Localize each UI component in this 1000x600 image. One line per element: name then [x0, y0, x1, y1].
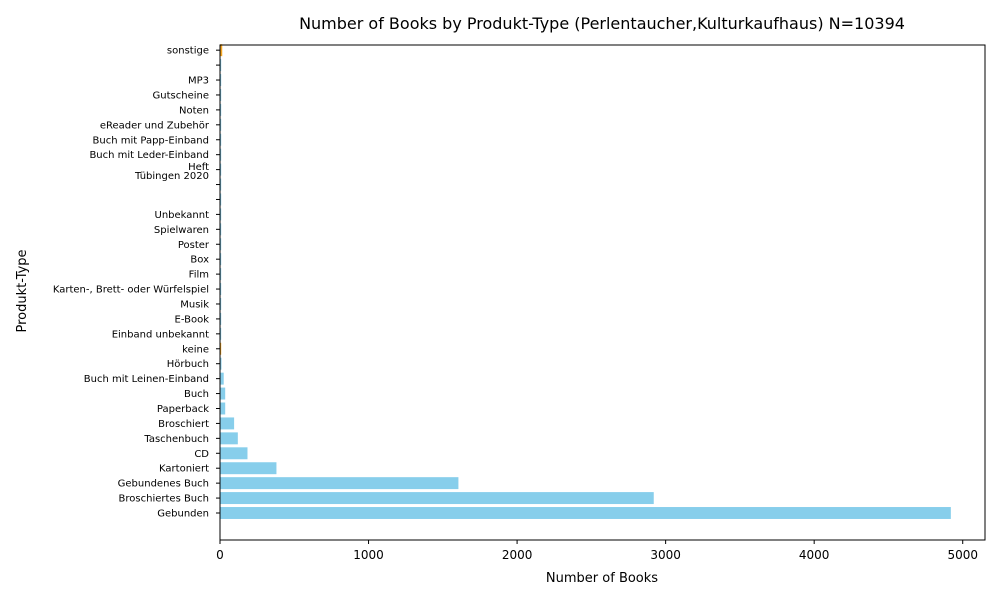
chart-title: Number of Books by Produkt-Type (Perlent… — [299, 14, 905, 33]
x-tick-label: 1000 — [353, 548, 384, 562]
y-tick-label: Spielwaren — [154, 225, 209, 236]
x-axis-title: Number of Books — [546, 571, 658, 586]
y-tick-label: Buch mit Leder-Einband — [89, 150, 209, 161]
y-tick-label: Unbekannt — [155, 210, 210, 221]
y-tick-label: Buch — [184, 389, 209, 400]
y-tick-label: eReader und Zubehör — [100, 120, 210, 131]
y-tick-label: Broschiertes Buch — [119, 494, 209, 505]
bar — [220, 432, 238, 445]
y-tick-label: Gebundenes Buch — [118, 479, 209, 490]
plot-frame — [219, 44, 986, 541]
y-tick-label: MP3 — [188, 76, 209, 87]
bar — [220, 133, 222, 146]
x-ticks-layer: 0 1000 2000 3000 4000 5000 — [216, 540, 978, 562]
y-tick-label: keine — [182, 344, 209, 355]
y-tick-label: Einband unbekannt — [112, 329, 209, 340]
bar — [220, 462, 277, 475]
x-tick-label: 2000 — [502, 548, 533, 562]
bars-layer — [220, 44, 951, 519]
bar — [220, 268, 222, 281]
y-tick-label: E-Book — [175, 314, 210, 325]
bar — [220, 103, 222, 116]
bar — [220, 387, 226, 400]
bar — [220, 88, 222, 101]
y-tick-label: Tübingen 2020 — [134, 171, 209, 182]
y-tick-label: Paperback — [157, 404, 209, 415]
y-tick-label: Gebunden — [157, 509, 209, 520]
bar — [220, 342, 222, 355]
y-tick-label: Hörbuch — [167, 359, 209, 370]
y-tick-label: Kartoniert — [159, 464, 209, 475]
y-tick-label: Broschiert — [158, 419, 209, 430]
bar — [220, 477, 459, 490]
bar — [220, 417, 235, 430]
bar — [220, 238, 222, 251]
y-tick-label: CD — [194, 449, 209, 460]
x-tick-label: 3000 — [650, 548, 681, 562]
bar — [220, 193, 222, 206]
bar — [220, 372, 224, 385]
bar — [220, 163, 222, 176]
y-axis-title: Produkt-Type — [15, 249, 30, 332]
x-tick-label: 5000 — [947, 548, 978, 562]
bar — [220, 59, 222, 72]
y-tick-label: Box — [190, 255, 209, 266]
bar — [220, 492, 654, 505]
y-tick-label: Heft — [188, 162, 209, 173]
y-tick-label: Noten — [179, 105, 209, 116]
bar — [220, 178, 222, 191]
bar — [220, 447, 248, 460]
y-tick-label: Taschenbuch — [143, 434, 209, 445]
y-tick-label: Buch mit Leinen-Einband — [84, 374, 209, 385]
bar — [220, 223, 222, 236]
bar — [220, 327, 222, 340]
bar — [220, 283, 222, 296]
y-ticks-layer: Gebunden Broschiertes Buch Gebundenes Buch… — [53, 46, 220, 520]
bar — [220, 357, 222, 370]
y-tick-label: Buch mit Papp-Einband — [93, 135, 209, 146]
bar — [220, 402, 226, 415]
bar — [220, 74, 222, 87]
x-tick-label: 0 — [216, 548, 224, 562]
y-tick-label: Film — [189, 270, 209, 281]
bar — [220, 298, 222, 310]
bar — [220, 148, 222, 161]
bar — [220, 208, 222, 221]
y-tick-label: Poster — [178, 240, 210, 251]
y-tick-label: Gutscheine — [153, 90, 209, 101]
y-tick-label: Karten-, Brett- oder Würfelspiel — [53, 285, 209, 296]
y-tick-label: Musik — [180, 299, 209, 310]
bar — [220, 118, 222, 131]
y-tick-label: sonstige — [167, 46, 209, 57]
bar — [220, 44, 223, 57]
x-tick-label: 4000 — [799, 548, 830, 562]
bar — [220, 312, 222, 325]
bar — [220, 253, 222, 266]
bar — [220, 507, 951, 519]
